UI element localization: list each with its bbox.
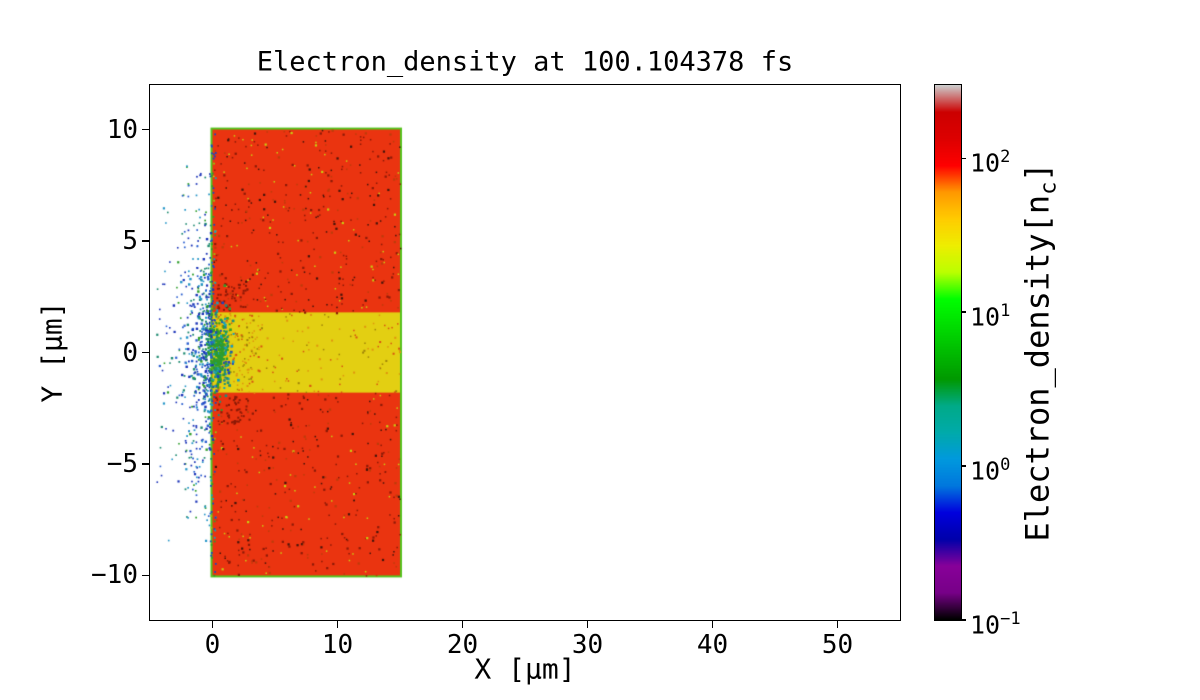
y-tick-mark	[142, 128, 150, 131]
plot-area	[149, 84, 901, 621]
y-tick-label: 0	[122, 337, 138, 368]
colorbar-tick-mark	[961, 157, 966, 160]
colorbar-tick-exponent: 1	[1000, 301, 1011, 322]
colorbar-tick-mark	[961, 619, 966, 621]
colorbar	[934, 84, 962, 621]
x-tick-mark	[211, 620, 214, 628]
x-tick-label: 10	[321, 630, 354, 660]
colorbar-tick-mark	[961, 465, 966, 467]
y-tick-mark	[142, 574, 150, 577]
x-tick-label: 20	[446, 630, 479, 660]
y-tick-mark	[142, 351, 150, 354]
colorbar-tick-label: 101	[970, 296, 1010, 332]
colorbar-tick-base: 10	[970, 148, 1001, 178]
x-tick-label: 40	[696, 630, 729, 660]
colorbar-label-end: ]	[1018, 162, 1057, 182]
y-tick-label: 5	[122, 226, 138, 257]
colorbar-tick-mark	[961, 311, 966, 314]
y-tick-label: −10	[91, 560, 138, 591]
y-tick-mark	[142, 463, 150, 465]
colorbar-tick-label: 100	[970, 450, 1010, 486]
x-tick-label: 0	[204, 630, 221, 660]
colorbar-tick-base: 10	[970, 456, 1001, 486]
x-axis-label: X [μm]	[474, 652, 576, 686]
x-tick-mark	[461, 620, 464, 628]
x-tick-mark	[711, 620, 714, 628]
colorbar-label: Electron_density[nc]	[1018, 162, 1061, 541]
colorbar-canvas	[935, 85, 961, 620]
colorbar-label-subscript: c	[1036, 181, 1062, 195]
x-tick-label: 30	[571, 630, 604, 660]
y-tick-label: −5	[106, 448, 138, 479]
x-tick-mark	[836, 620, 839, 628]
y-tick-mark	[142, 240, 150, 242]
colorbar-tick-base: 10	[970, 302, 1001, 332]
colorbar-tick-label: 10−1	[970, 604, 1021, 640]
heatmap-canvas	[150, 85, 900, 620]
x-tick-label: 50	[821, 630, 854, 660]
colorbar-tick-exponent: −1	[1000, 609, 1021, 629]
colorbar-tick-base: 10	[970, 610, 1001, 640]
chart-title: Electron_density at 100.104378 fs	[256, 46, 794, 78]
colorbar-tick-label: 102	[970, 142, 1010, 178]
x-tick-mark	[586, 620, 589, 628]
colorbar-tick-exponent: 2	[1000, 147, 1011, 168]
y-tick-label: 10	[106, 114, 138, 145]
colorbar-label-text: Electron_density[n	[1018, 194, 1057, 542]
x-tick-mark	[336, 620, 339, 628]
colorbar-tick-exponent: 0	[1000, 455, 1011, 476]
